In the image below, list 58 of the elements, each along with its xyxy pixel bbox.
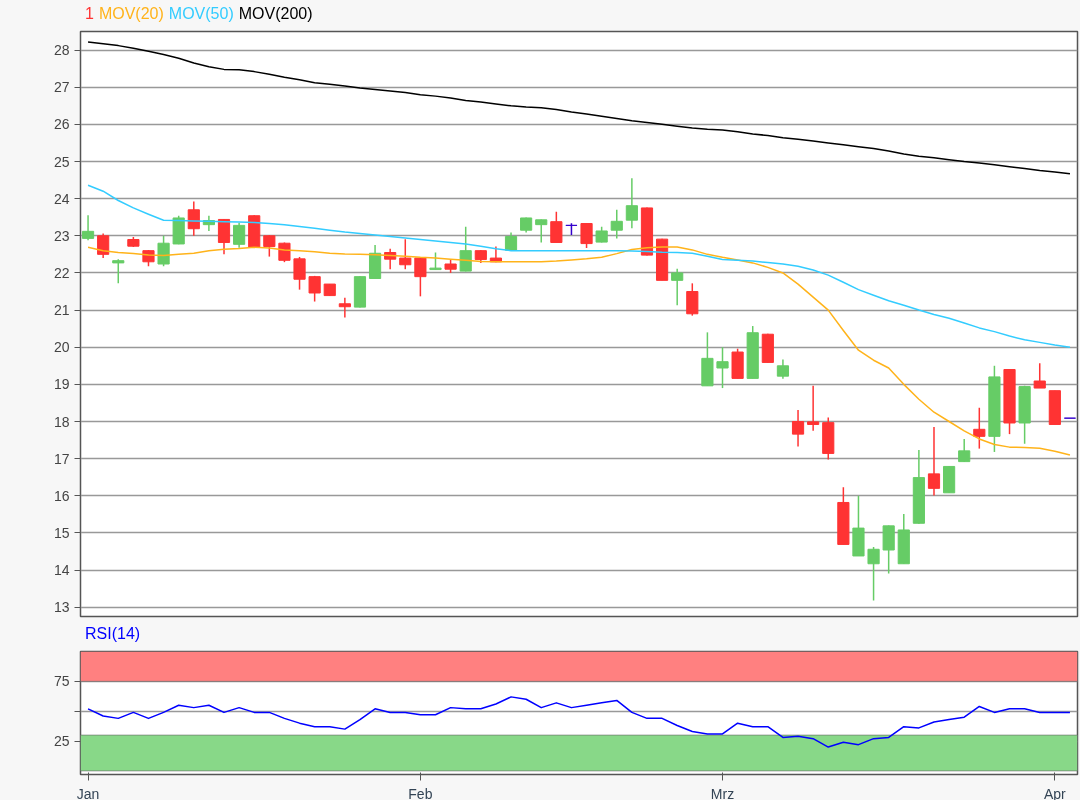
candlestick — [1033, 362, 1046, 389]
y-tick-label: 26 — [53, 116, 70, 133]
candlestick — [580, 222, 593, 249]
text: MOV(200) — [238, 5, 313, 22]
candlestick — [807, 385, 820, 432]
candlestick — [217, 218, 231, 256]
candlestick — [97, 232, 110, 259]
category-label: Mrz — [710, 785, 735, 800]
y-tick-label: 15 — [53, 524, 70, 541]
line-series — [87, 184, 1071, 348]
y-tick-label: 23 — [53, 227, 70, 244]
candlestick — [414, 257, 427, 298]
candlestick — [233, 222, 246, 249]
y-tick-label: 21 — [53, 302, 70, 319]
candlestick — [958, 438, 971, 463]
text: RSI(14) — [85, 625, 141, 642]
candlestick — [81, 214, 95, 241]
y-tick-label: 16 — [53, 487, 70, 504]
y-tick-label: 19 — [53, 376, 70, 393]
y-tick-label: 14 — [53, 562, 70, 579]
y-tick-label: 28 — [53, 42, 70, 59]
candlestick — [686, 282, 699, 317]
y-tick-label: 24 — [53, 190, 70, 207]
candlestick — [791, 409, 805, 448]
text: MOV(50) — [168, 5, 234, 22]
line-series — [87, 41, 1071, 175]
candlestick — [293, 256, 306, 291]
candlestick — [625, 177, 638, 230]
y-tick-label: 17 — [53, 450, 70, 467]
candlestick — [157, 235, 170, 267]
y-tick-label: 75 — [53, 673, 70, 690]
candlestick — [338, 297, 351, 319]
candlestick — [550, 210, 563, 244]
category-label: Feb — [408, 785, 433, 800]
y-tick-label: 20 — [53, 339, 70, 356]
candlestick — [610, 209, 623, 240]
candlestick — [716, 346, 729, 389]
y-tick-label: 22 — [53, 264, 70, 281]
category-label: Jan — [76, 785, 100, 800]
candlestick — [867, 546, 880, 602]
y-tick-label: 25 — [53, 733, 70, 750]
candlestick — [776, 358, 790, 380]
text: MOV(20) — [98, 5, 164, 22]
y-tick-label: 25 — [53, 153, 70, 170]
candlestick — [399, 238, 412, 270]
y-tick-label: 13 — [53, 599, 70, 616]
y-tick-label: 27 — [53, 79, 70, 96]
candlestick — [112, 258, 125, 285]
candlestick — [308, 275, 321, 303]
candlestick — [671, 268, 684, 306]
candlestick — [535, 218, 548, 244]
candlestick — [263, 234, 276, 258]
line-series — [87, 696, 1071, 748]
candlestick — [973, 407, 986, 450]
candlestick — [459, 226, 472, 273]
y-tick-label: 18 — [53, 413, 70, 430]
text: 1 — [85, 5, 94, 22]
candlestick — [927, 426, 941, 497]
